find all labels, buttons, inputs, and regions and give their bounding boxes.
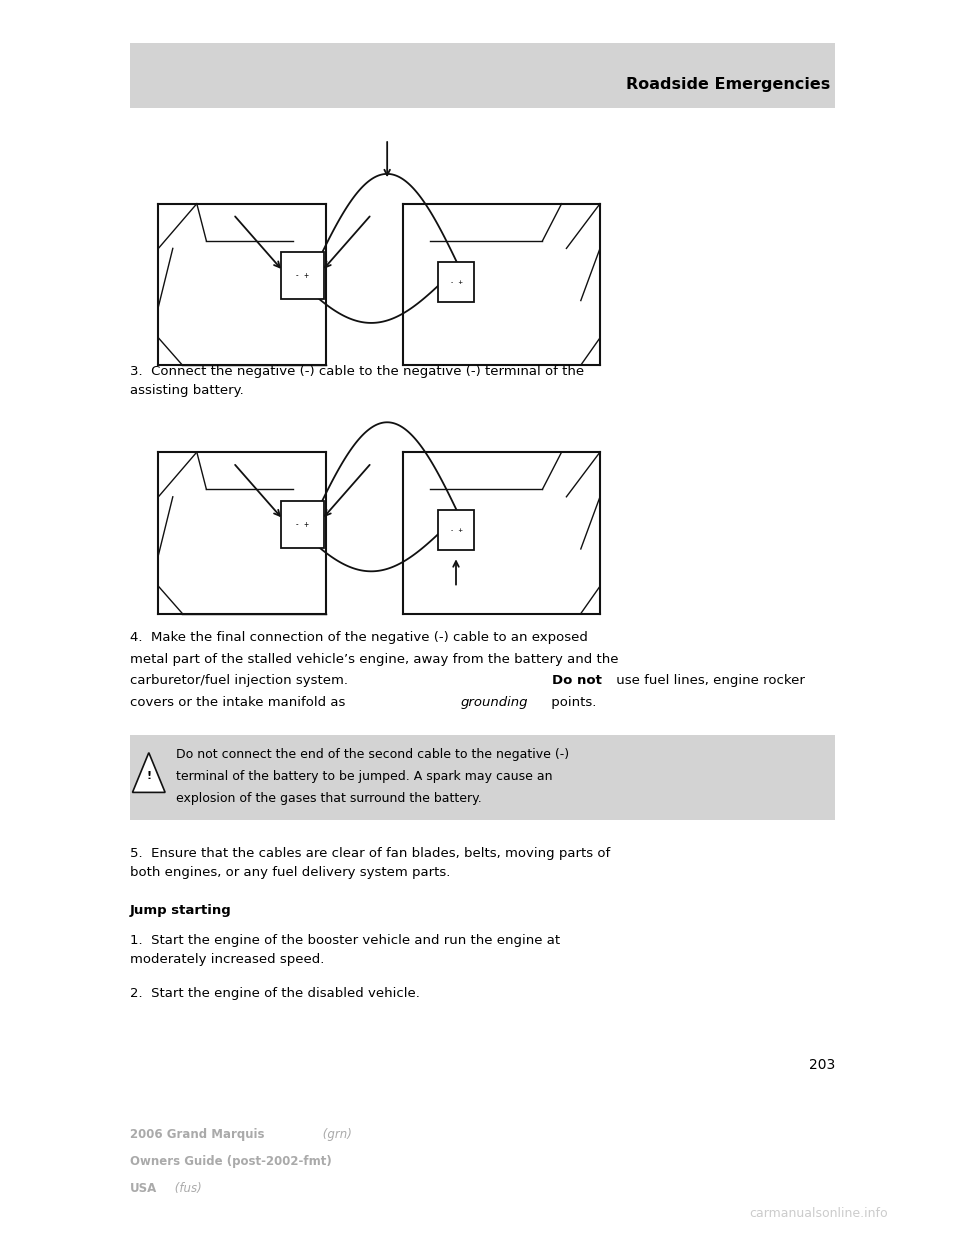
Text: Owners Guide (post-2002-fmt): Owners Guide (post-2002-fmt) [130, 1155, 331, 1167]
Text: 1.  Start the engine of the booster vehicle and run the engine at
moderately inc: 1. Start the engine of the booster vehic… [130, 934, 560, 966]
Text: metal part of the stalled vehicle’s engine, away from the battery and the: metal part of the stalled vehicle’s engi… [130, 653, 618, 666]
Text: explosion of the gases that surround the battery.: explosion of the gases that surround the… [176, 792, 481, 805]
Text: grounding: grounding [461, 696, 528, 709]
Text: covers or the intake manifold as: covers or the intake manifold as [130, 696, 349, 709]
Text: 2006 Grand Marquis: 2006 Grand Marquis [130, 1128, 264, 1140]
FancyBboxPatch shape [130, 735, 835, 820]
Text: points.: points. [547, 696, 596, 709]
Text: 5.  Ensure that the cables are clear of fan blades, belts, moving parts of
both : 5. Ensure that the cables are clear of f… [130, 847, 610, 879]
Text: use fuel lines, engine rocker: use fuel lines, engine rocker [612, 674, 804, 687]
Text: - +: - + [449, 279, 463, 284]
Text: carmanualsonline.info: carmanualsonline.info [750, 1207, 888, 1220]
Text: 4.  Make the final connection of the negative (-) cable to an exposed: 4. Make the final connection of the nega… [130, 631, 588, 643]
Bar [438, 510, 474, 550]
Bar [438, 262, 474, 302]
Bar [280, 252, 324, 299]
Text: (grn): (grn) [319, 1128, 351, 1140]
Text: 3.  Connect the negative (-) cable to the negative (-) terminal of the
assisting: 3. Connect the negative (-) cable to the… [130, 365, 584, 397]
Text: Do not: Do not [552, 674, 602, 687]
Text: !: ! [146, 771, 152, 781]
Text: Jump starting: Jump starting [130, 904, 231, 917]
Text: (fus): (fus) [171, 1182, 202, 1195]
Text: Do not connect the end of the second cable to the negative (-): Do not connect the end of the second cab… [176, 748, 569, 760]
Text: Roadside Emergencies: Roadside Emergencies [626, 77, 830, 92]
Text: 203: 203 [809, 1058, 835, 1072]
Polygon shape [132, 753, 165, 792]
FancyBboxPatch shape [130, 43, 835, 108]
Text: - +: - + [296, 271, 309, 281]
Text: - +: - + [449, 528, 463, 533]
Text: USA: USA [130, 1182, 156, 1195]
Text: terminal of the battery to be jumped. A spark may cause an: terminal of the battery to be jumped. A … [176, 770, 552, 782]
Bar [280, 501, 324, 548]
Text: carburetor/fuel injection system.: carburetor/fuel injection system. [130, 674, 352, 687]
Text: - +: - + [296, 519, 309, 529]
Text: 2.  Start the engine of the disabled vehicle.: 2. Start the engine of the disabled vehi… [130, 987, 420, 1000]
